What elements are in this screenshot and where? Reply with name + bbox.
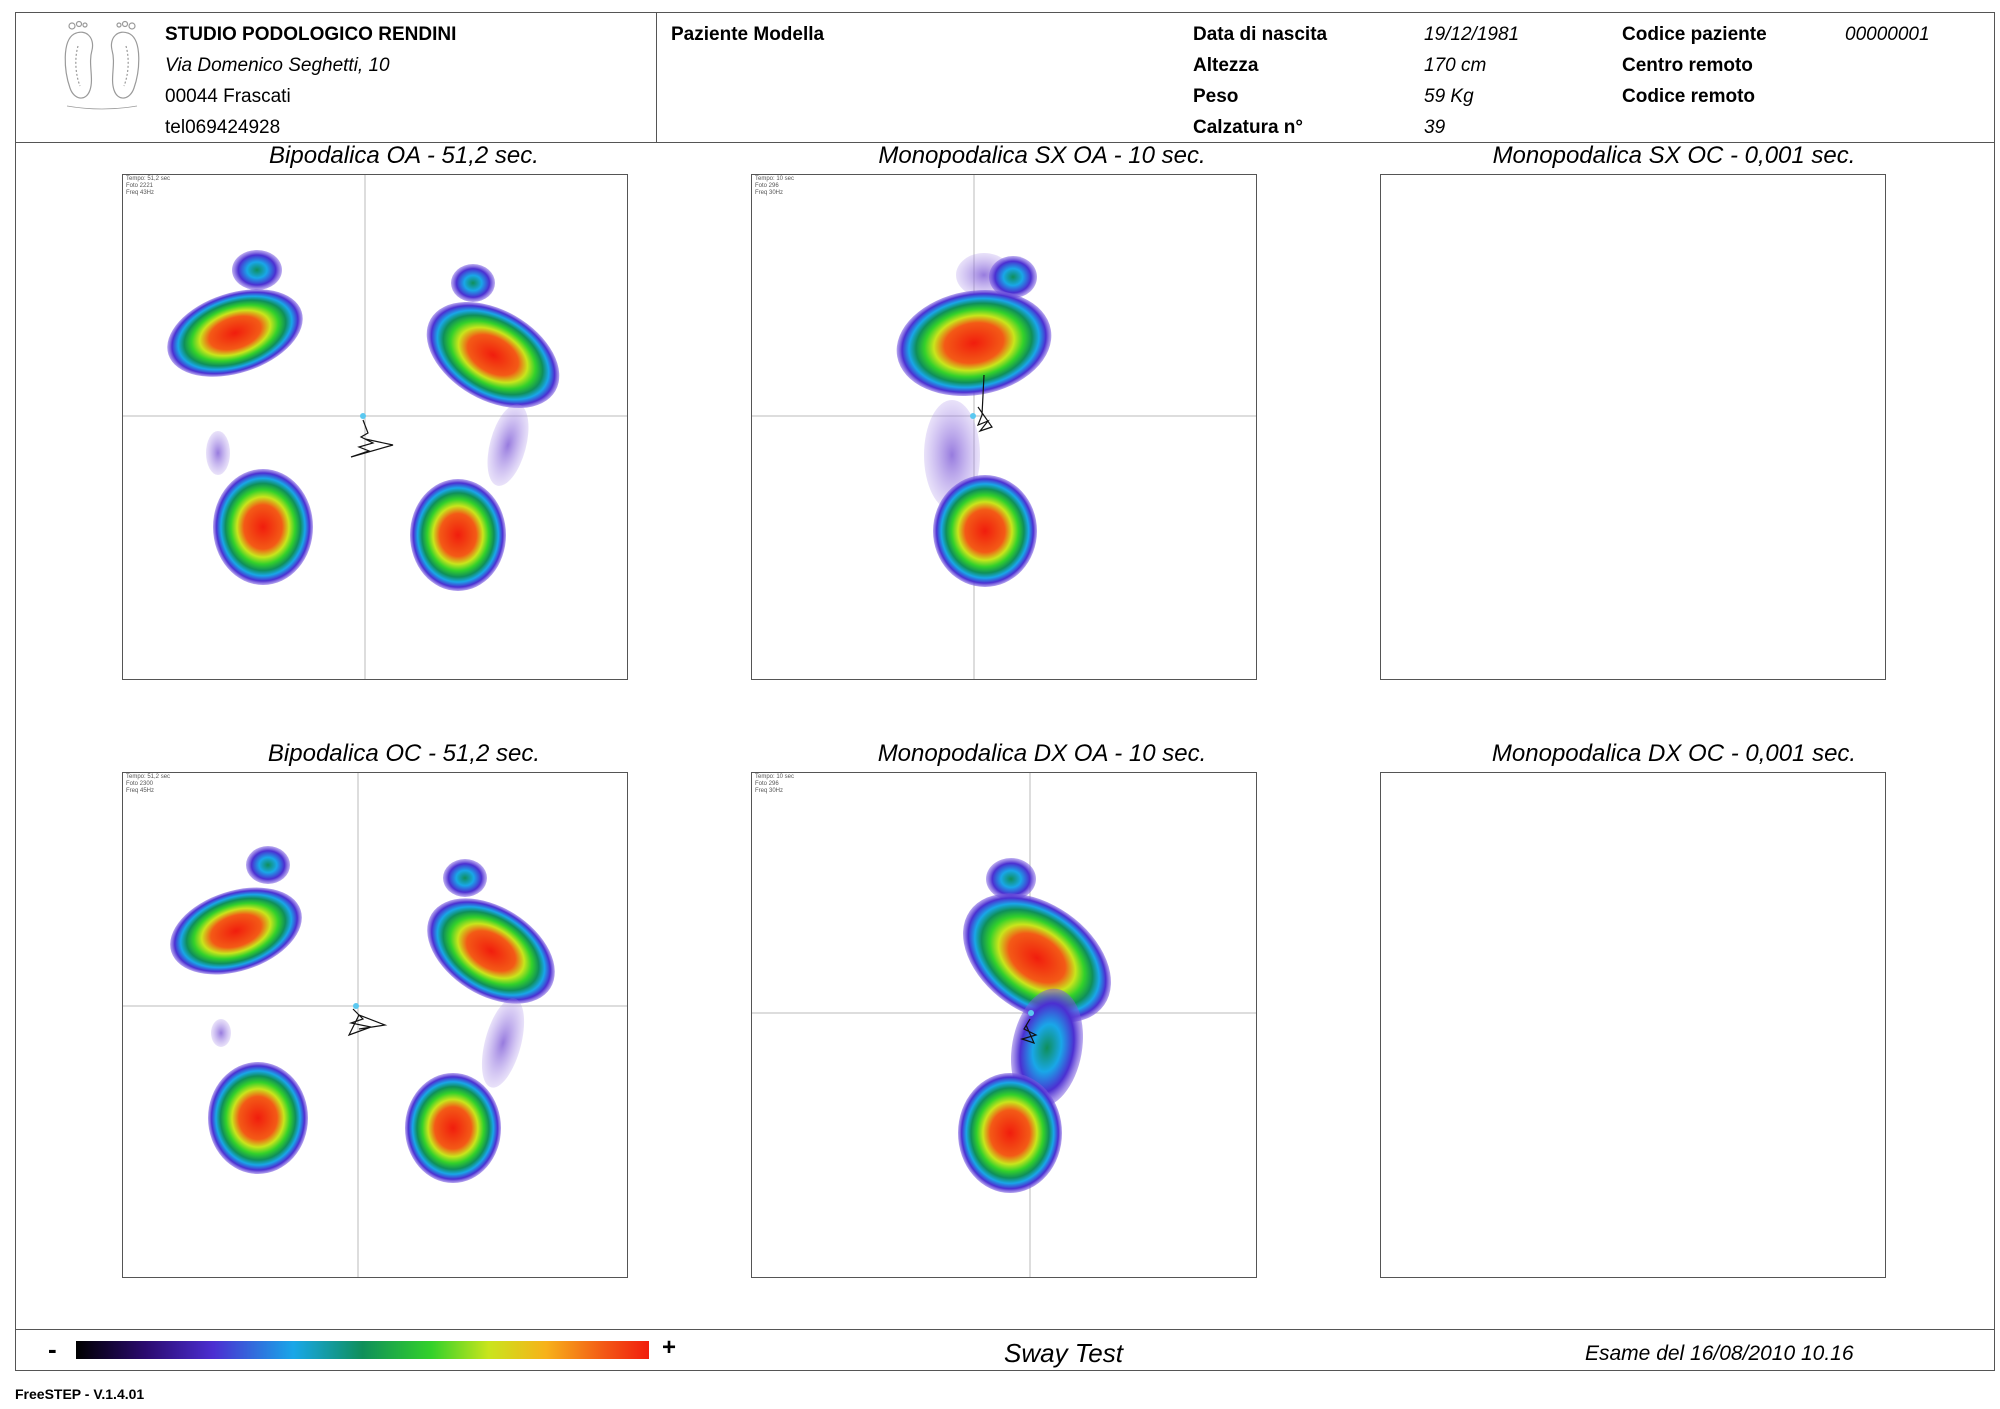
panel-title-monopodalica-sx-oc: Monopodalica SX OC - 0,001 sec. (1492, 142, 1856, 169)
pressure-color-scale (76, 1341, 649, 1359)
panel-monopodalica-dx-oc (1380, 772, 1886, 1278)
panel-monopodalica-dx-oa: Tempo: 10 sec Foto 296 Freq 30Hz (751, 772, 1257, 1278)
patient-code-label: Codice paziente (1622, 24, 1767, 45)
studio-phone: tel069424928 (165, 117, 281, 138)
footer-top-rule (15, 1329, 1995, 1330)
scale-max-label: + (662, 1334, 677, 1361)
panel-stats: Tempo: 51,2 sec Foto 2300 Freq 45Hz (126, 774, 171, 794)
panel-monopodalica-sx-oa: Tempo: 10 sec Foto 296 Freq 30Hz (751, 174, 1257, 680)
remote-code-label: Codice remoto (1622, 86, 1756, 107)
panel-stats: Tempo: 10 sec Foto 296 Freq 30Hz (755, 176, 795, 196)
panel-stats: Tempo: 51,2 sec Foto 2221 Freq 43Hz (126, 176, 171, 196)
panel-stats: Tempo: 10 sec Foto 296 Freq 30Hz (755, 774, 795, 794)
remote-center-label: Centro remoto (1622, 55, 1753, 76)
panel-title-monopodalica-dx-oa: Monopodalica DX OA - 10 sec. (877, 740, 1207, 767)
header-divider (656, 12, 657, 142)
height-value: 170 cm (1424, 55, 1487, 76)
height-label: Altezza (1193, 55, 1259, 76)
patient-code-value: 00000001 (1845, 24, 1930, 45)
feet-logo-icon (64, 20, 140, 110)
scale-min-label: - (48, 1334, 57, 1364)
shoe-size-label: Calzatura n° (1193, 117, 1304, 138)
patient-name: Paziente Modella (671, 24, 825, 45)
software-version: FreeSTEP - V.1.4.01 (15, 1386, 145, 1402)
panel-monopodalica-sx-oc (1380, 174, 1886, 680)
birth-date-label: Data di nascita (1193, 24, 1328, 45)
birth-date-value: 19/12/1981 (1424, 24, 1520, 45)
studio-city: 00044 Frascati (165, 86, 291, 107)
panel-bipodalica-oa: Tempo: 51,2 sec Foto 2221 Freq 43Hz (122, 174, 628, 680)
studio-name: STUDIO PODOLOGICO RENDINI (165, 24, 457, 45)
shoe-size-value: 39 (1424, 117, 1446, 138)
test-name: Sway Test (1004, 1338, 1123, 1368)
panel-bipodalica-oc: Tempo: 51,2 sec Foto 2300 Freq 45Hz (122, 772, 628, 1278)
exam-date: Esame del 16/08/2010 10.16 (1585, 1342, 1854, 1365)
panel-title-monopodalica-sx-oa: Monopodalica SX OA - 10 sec. (878, 142, 1206, 169)
weight-value: 59 Kg (1424, 86, 1474, 107)
studio-address: Via Domenico Seghetti, 10 (165, 55, 390, 76)
report-frame (15, 12, 1995, 1371)
panel-title-monopodalica-dx-oc: Monopodalica DX OC - 0,001 sec. (1491, 740, 1857, 767)
header-bottom-rule (15, 142, 1995, 143)
panel-title-bipodalica-oa: Bipodalica OA - 51,2 sec. (269, 142, 539, 169)
weight-label: Peso (1193, 86, 1239, 107)
panel-title-bipodalica-oc: Bipodalica OC - 51,2 sec. (267, 740, 541, 767)
